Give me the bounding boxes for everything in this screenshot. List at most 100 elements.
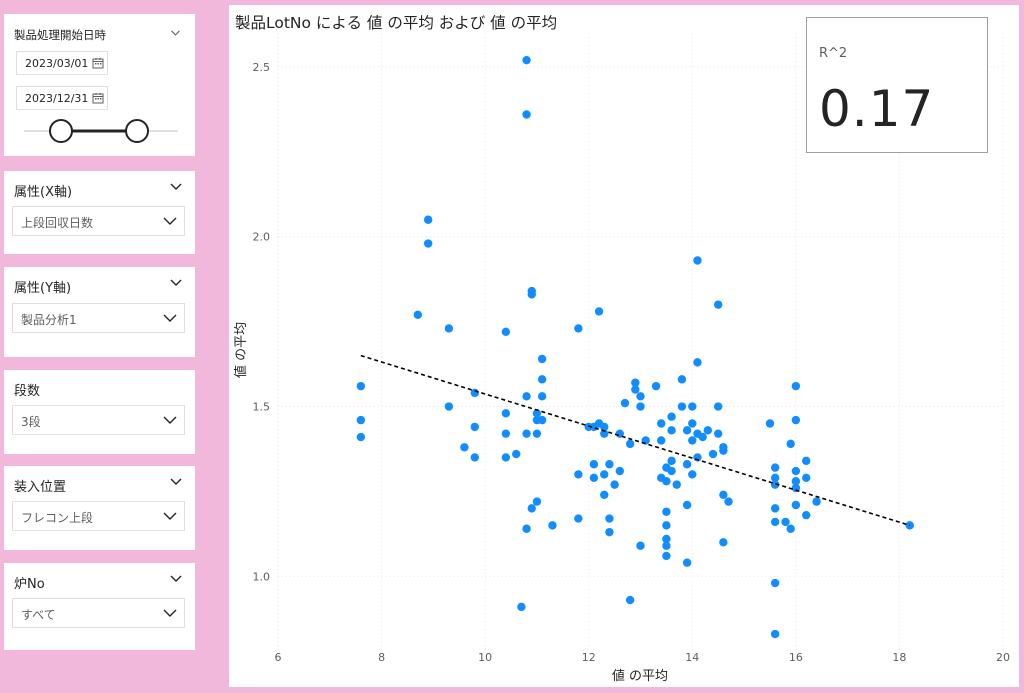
data-point[interactable] xyxy=(522,392,531,401)
data-point[interactable] xyxy=(667,466,676,476)
data-point[interactable] xyxy=(605,514,614,523)
data-point[interactable] xyxy=(356,415,366,425)
data-point[interactable] xyxy=(574,324,583,333)
data-point[interactable] xyxy=(657,419,666,428)
data-point[interactable] xyxy=(688,436,697,445)
data-point[interactable] xyxy=(444,402,454,411)
calendar-icon[interactable] xyxy=(92,92,104,104)
data-point[interactable] xyxy=(615,466,624,476)
data-point[interactable] xyxy=(537,415,547,425)
data-point[interactable] xyxy=(605,460,614,469)
data-point[interactable] xyxy=(791,381,801,391)
chevron-down-icon[interactable] xyxy=(162,413,178,427)
data-point[interactable] xyxy=(786,439,795,449)
slider-start-handle[interactable] xyxy=(49,119,73,143)
data-point[interactable] xyxy=(667,412,676,421)
data-point[interactable] xyxy=(517,602,526,612)
data-point[interactable] xyxy=(548,521,557,530)
data-point[interactable] xyxy=(532,497,542,506)
slider-end-handle[interactable] xyxy=(125,119,149,143)
data-point[interactable] xyxy=(662,551,671,561)
furnace-dropdown[interactable]: すべて xyxy=(12,598,185,628)
data-point[interactable] xyxy=(724,497,733,506)
chevron-down-icon[interactable] xyxy=(162,509,178,523)
data-point[interactable] xyxy=(470,453,479,462)
data-point[interactable] xyxy=(589,460,599,469)
data-point[interactable] xyxy=(413,310,423,320)
data-point[interactable] xyxy=(770,504,780,513)
data-point[interactable] xyxy=(770,517,780,527)
data-point[interactable] xyxy=(522,524,531,533)
data-point[interactable] xyxy=(802,510,811,520)
data-point[interactable] xyxy=(356,432,366,442)
data-point[interactable] xyxy=(770,473,780,483)
data-point[interactable] xyxy=(786,524,795,533)
data-point[interactable] xyxy=(423,239,433,248)
data-point[interactable] xyxy=(713,402,723,411)
data-point[interactable] xyxy=(522,429,531,438)
data-point[interactable] xyxy=(600,422,609,432)
chevron-down-icon[interactable] xyxy=(169,179,183,193)
data-point[interactable] xyxy=(719,538,728,547)
data-point[interactable] xyxy=(770,463,780,472)
data-point[interactable] xyxy=(610,480,619,489)
data-point[interactable] xyxy=(620,398,630,408)
chevron-down-icon[interactable] xyxy=(162,214,178,228)
chevron-down-icon[interactable] xyxy=(162,606,178,620)
data-point[interactable] xyxy=(631,378,640,387)
data-point[interactable] xyxy=(589,473,599,483)
data-point[interactable] xyxy=(682,500,692,510)
data-point[interactable] xyxy=(444,324,454,333)
data-point[interactable] xyxy=(698,432,707,442)
data-point[interactable] xyxy=(600,470,609,479)
data-point[interactable] xyxy=(770,578,780,588)
data-point[interactable] xyxy=(537,354,547,364)
data-point[interactable] xyxy=(460,443,469,452)
data-point[interactable] xyxy=(662,477,671,486)
data-point[interactable] xyxy=(703,426,713,435)
data-point[interactable] xyxy=(600,490,609,500)
data-point[interactable] xyxy=(802,473,811,483)
data-point[interactable] xyxy=(501,327,511,337)
data-point[interactable] xyxy=(770,480,780,489)
data-point[interactable] xyxy=(802,456,811,466)
data-point[interactable] xyxy=(781,517,790,527)
data-point[interactable] xyxy=(356,381,366,391)
data-point[interactable] xyxy=(501,429,511,438)
data-point[interactable] xyxy=(682,426,692,435)
scatter-chart-visual[interactable]: 6 8 10 12 14 16 18 20 1.0 1.5 2.0 2.5 値 の平均値 の平均 製品L… xyxy=(229,5,1019,687)
data-point[interactable] xyxy=(470,422,479,432)
data-point[interactable] xyxy=(594,307,604,316)
data-point[interactable] xyxy=(682,460,692,469)
chevron-down-icon[interactable] xyxy=(169,275,183,289)
data-point[interactable] xyxy=(537,392,547,401)
data-point[interactable] xyxy=(512,449,521,459)
data-point[interactable] xyxy=(688,402,697,411)
data-point[interactable] xyxy=(657,436,666,445)
data-point[interactable] xyxy=(688,419,697,428)
data-point[interactable] xyxy=(791,415,801,425)
chevron-down-icon[interactable] xyxy=(169,474,183,488)
data-point[interactable] xyxy=(677,402,687,411)
stage-dropdown[interactable]: 3段 xyxy=(12,405,185,435)
data-point[interactable] xyxy=(667,456,676,466)
data-point[interactable] xyxy=(501,409,511,418)
data-point[interactable] xyxy=(532,409,542,418)
calendar-icon[interactable] xyxy=(92,57,104,69)
start-date-input[interactable]: 2023/03/01 xyxy=(16,51,108,75)
data-point[interactable] xyxy=(812,497,821,506)
data-point[interactable] xyxy=(631,385,640,394)
data-point[interactable] xyxy=(625,439,635,449)
data-point[interactable] xyxy=(713,429,723,438)
data-point[interactable] xyxy=(682,558,692,567)
data-point[interactable] xyxy=(672,480,681,489)
data-point[interactable] xyxy=(651,381,661,391)
data-point[interactable] xyxy=(636,541,645,550)
data-point[interactable] xyxy=(667,426,676,435)
data-point[interactable] xyxy=(532,429,542,438)
x-attribute-dropdown[interactable]: 上段回収日数 xyxy=(12,206,185,236)
data-point[interactable] xyxy=(770,629,780,639)
data-point[interactable] xyxy=(527,504,536,513)
position-dropdown[interactable]: フレコン上段 xyxy=(12,501,185,531)
